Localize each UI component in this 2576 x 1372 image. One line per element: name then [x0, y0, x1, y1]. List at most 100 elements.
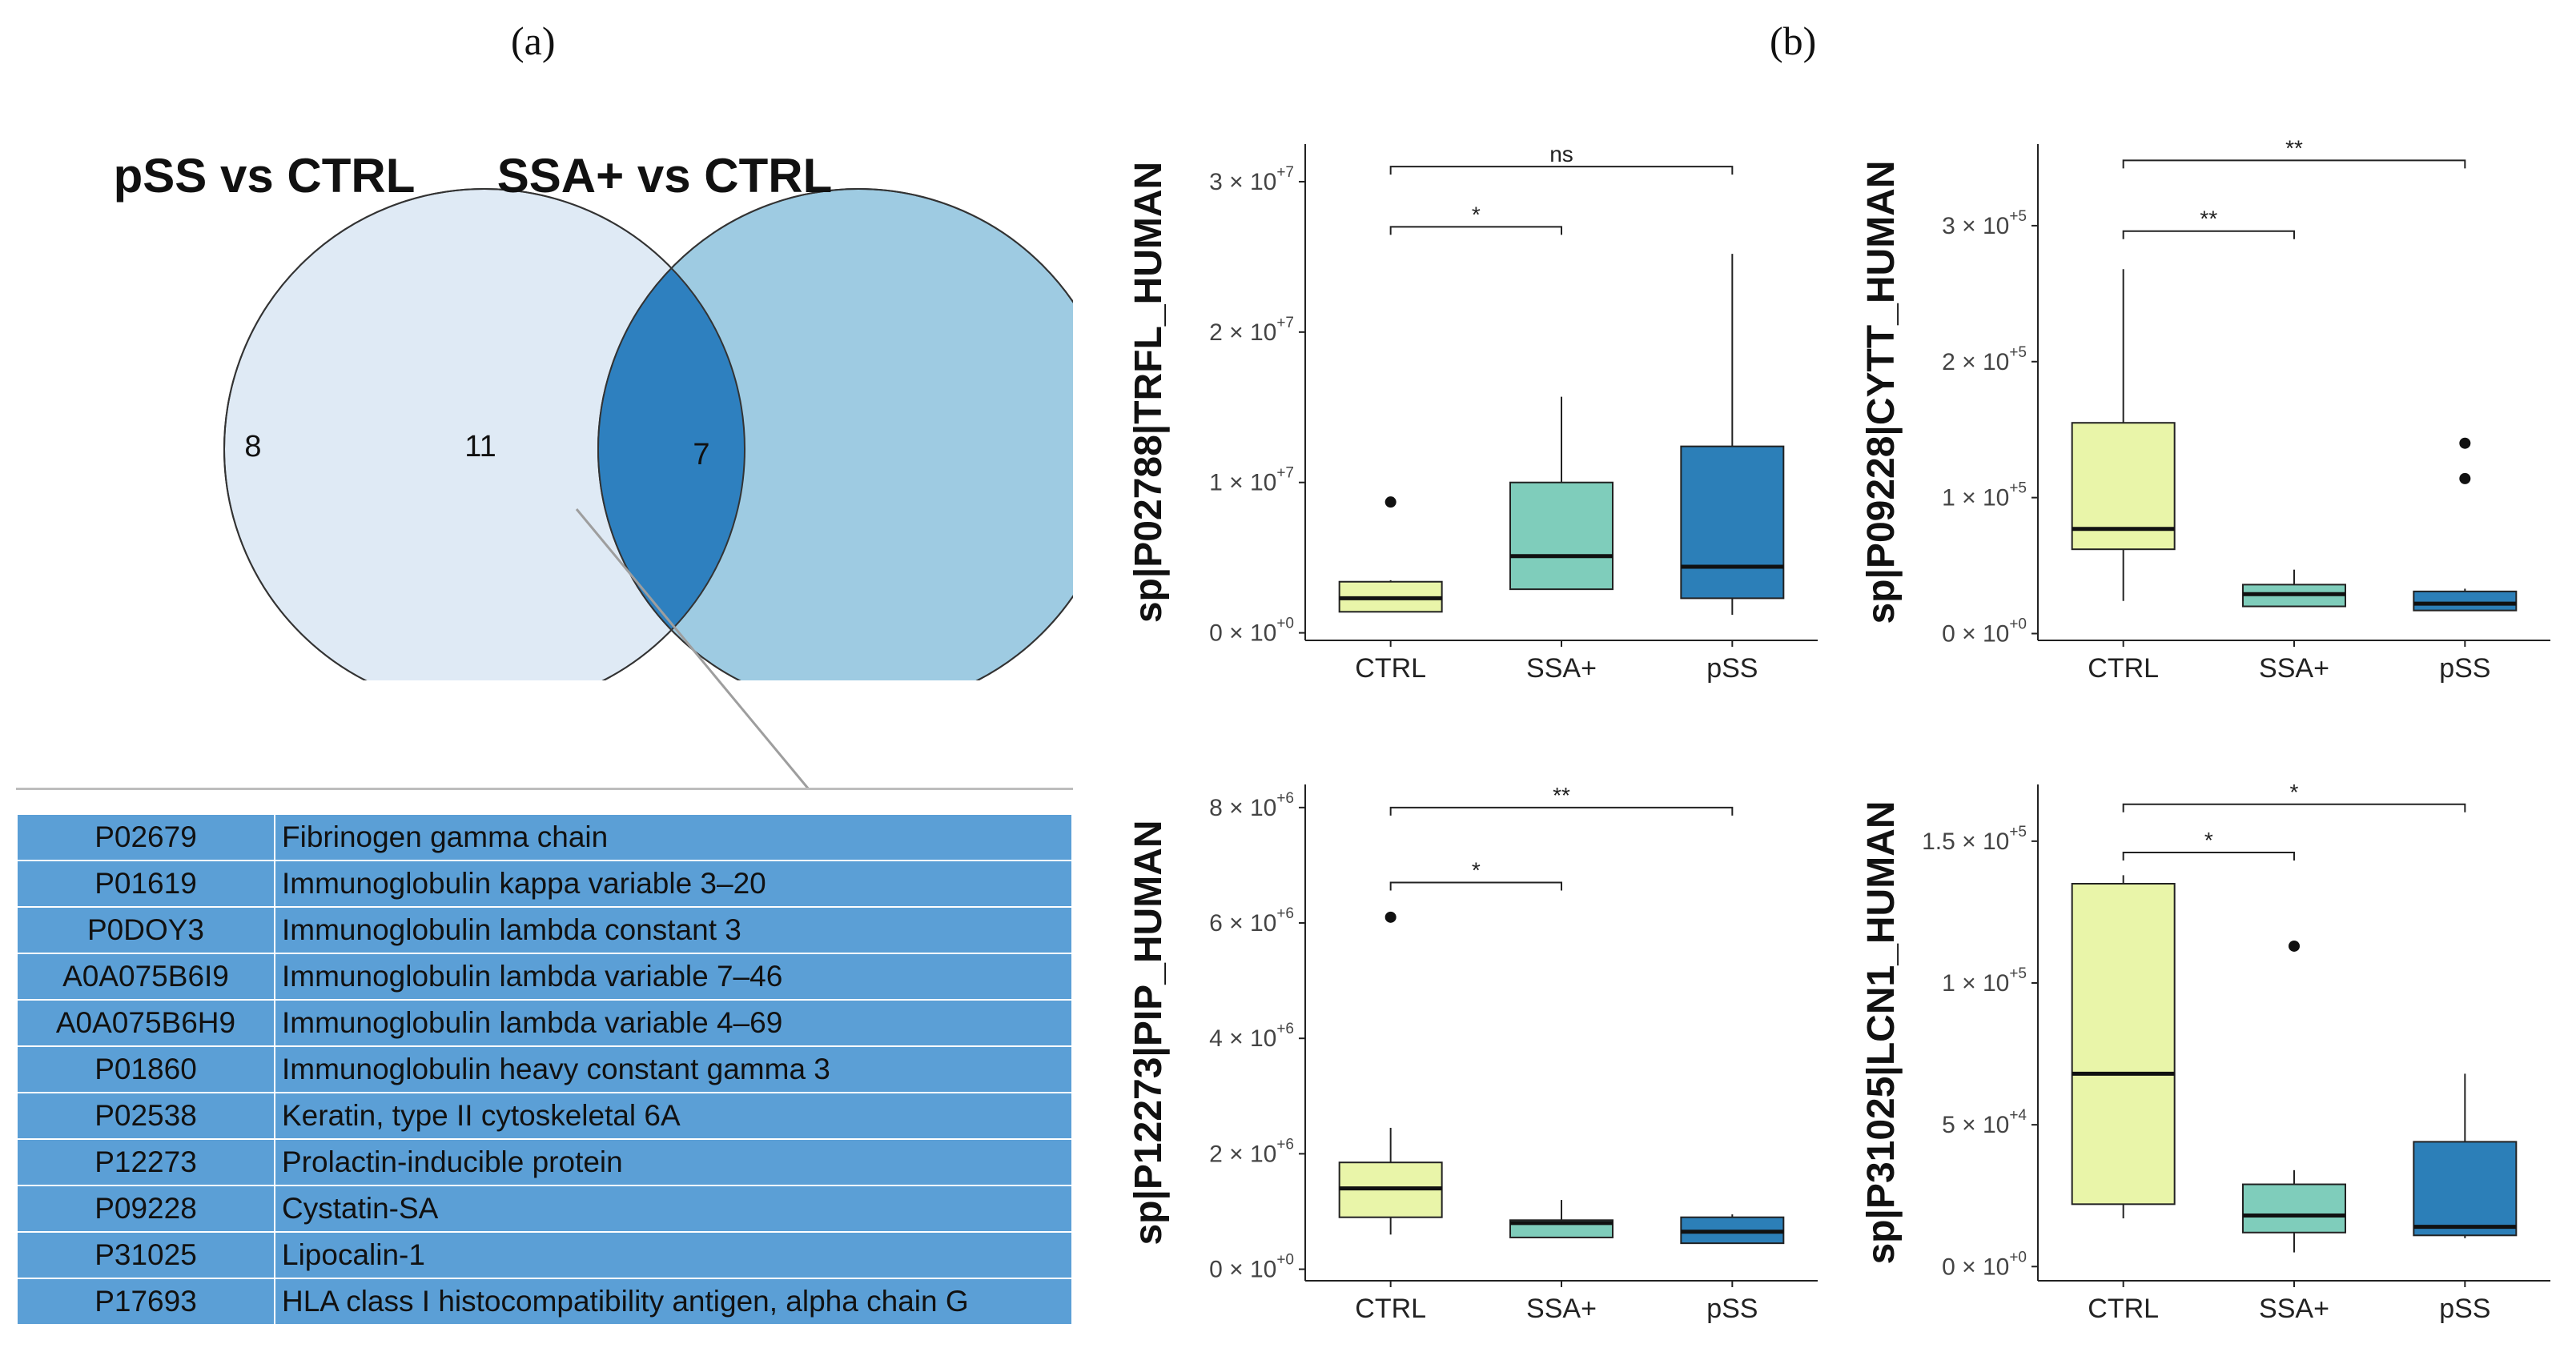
outlier-point	[1384, 496, 1397, 508]
outlier-point	[1384, 911, 1397, 923]
x-tick-label: SSA+	[2259, 653, 2329, 684]
y-tick-label: 1 × 10+7	[1209, 465, 1294, 496]
y-tick-label: 6 × 10+6	[1209, 905, 1294, 937]
x-tick-label: CTRL	[2088, 653, 2159, 684]
venn-overlap-count: 11	[464, 430, 496, 463]
table-row: P09228 Cystatin-SA	[16, 1185, 1073, 1233]
y-axis-label: sp|P31025|LCN1_HUMAN	[1860, 800, 1903, 1264]
protein-name-cell: Immunoglobulin lambda constant 3	[274, 906, 1073, 954]
x-tick-label: pSS	[2439, 653, 2490, 684]
x-tick-label: CTRL	[2088, 1294, 2159, 1324]
x-tick-label: SSA+	[2259, 1294, 2329, 1324]
y-tick-label: 3 × 10+7	[1209, 164, 1294, 195]
y-tick-label: 3 × 10+5	[1942, 208, 2027, 239]
y-tick-label: 0 × 10+0	[1209, 1252, 1294, 1283]
table-row: P17693 HLA class I histocompatibility ant…	[16, 1278, 1073, 1326]
box-pSS	[1680, 445, 1785, 600]
table-row: P02538 Keratin, type II cytoskeletal 6A	[16, 1092, 1073, 1140]
protein-name-cell: Immunoglobulin heavy constant gamma 3	[274, 1045, 1073, 1093]
boxplot-cytt: 0 × 10+0 1 × 10+5 2 × 10+5 3 × 10+5 sp|P0922…	[1860, 135, 2550, 684]
venn-right-count: 7	[693, 438, 709, 471]
box-SSA+	[1509, 481, 1614, 591]
significance-bracket	[1389, 806, 1734, 816]
box-pSS	[2413, 1141, 2518, 1237]
significance-label: ns	[1549, 142, 1573, 166]
x-tick-label: pSS	[1706, 653, 1758, 684]
y-tick-label: 4 × 10+6	[1209, 1021, 1294, 1052]
outlier-point	[2459, 437, 2471, 449]
significance-label: *	[1472, 858, 1481, 883]
accession-cell: P12273	[16, 1138, 275, 1186]
protein-name-cell: Immunoglobulin lambda variable 4–69	[274, 999, 1073, 1047]
significance-bracket	[2122, 803, 2466, 812]
y-tick-label: 8 × 10+6	[1209, 790, 1294, 821]
venn-diagram: pSS vs CTRL SSA+ vs CTRL 8 11 7	[114, 149, 1073, 680]
y-tick-label: 2 × 10+6	[1209, 1136, 1294, 1167]
outlier-point	[2289, 940, 2300, 952]
boxplot-pip: 0 × 10+0 2 × 10+6 4 × 10+6 6 × 10+6 8 × 10+6…	[1127, 783, 1818, 1324]
protein-name-cell: Keratin, type II cytoskeletal 6A	[274, 1092, 1073, 1140]
x-tick-label: SSA+	[1526, 1294, 1597, 1324]
protein-name-cell: Lipocalin-1	[274, 1231, 1073, 1279]
accession-cell: P01860	[16, 1045, 275, 1093]
significance-bracket	[1389, 881, 1562, 891]
table-row: P01619 Immunoglobulin kappa variable 3–20	[16, 860, 1073, 908]
y-tick-label: 1 × 10+5	[1942, 965, 2027, 997]
y-tick-label: 0 × 10+0	[1942, 1249, 2027, 1280]
panel-label-a: (a)	[511, 18, 556, 63]
table-row: P31025 Lipocalin-1	[16, 1231, 1073, 1279]
table-top-rule	[16, 788, 1073, 790]
significance-label: *	[2204, 828, 2213, 852]
significance-label: **	[2200, 207, 2217, 231]
significance-label: **	[1553, 783, 1570, 808]
significance-label: *	[1472, 202, 1481, 227]
y-tick-label: 2 × 10+7	[1209, 315, 1294, 346]
table-row: P12273 Prolactin-inducible protein	[16, 1138, 1073, 1186]
outlier-point	[2459, 472, 2471, 484]
y-axis-label: sp|P02788|TRFL_HUMAN	[1127, 162, 1170, 623]
x-tick-label: CTRL	[1355, 653, 1426, 684]
x-tick-label: pSS	[1706, 1294, 1758, 1324]
accession-cell: P09228	[16, 1185, 275, 1233]
y-tick-label: 2 × 10+5	[1942, 344, 2027, 375]
y-tick-label: 0 × 10+0	[1942, 616, 2027, 648]
protein-name-cell: HLA class I histocompatibility antigen, …	[274, 1278, 1073, 1326]
protein-name-cell: Immunoglobulin kappa variable 3–20	[274, 860, 1073, 908]
boxplot-lcn1: 0 × 10+0 5 × 10+4 1 × 10+5 1.5 × 10+5 sp|P31…	[1860, 780, 2550, 1324]
protein-table: P02679 Fibrinogen gamma chain P01619 Immuno…	[16, 813, 1073, 1326]
x-tick-label: SSA+	[1526, 653, 1597, 684]
protein-name-cell: Cystatin-SA	[274, 1185, 1073, 1233]
table-row: P0DOY3 Immunoglobulin lambda constant 3	[16, 906, 1073, 954]
y-axis-label: sp|P09228|CYTT_HUMAN	[1860, 160, 1903, 624]
significance-bracket	[2122, 230, 2295, 239]
significance-bracket	[1389, 166, 1734, 175]
protein-name-cell: Prolactin-inducible protein	[274, 1138, 1073, 1186]
boxplot-trfl: 0 × 10+0 1 × 10+7 2 × 10+7 3 × 10+7 sp|P0278…	[1127, 142, 1818, 684]
table-row: A0A075B6I9 Immunoglobulin lambda variable…	[16, 953, 1073, 1001]
table-row: P01860 Immunoglobulin heavy constant gamm…	[16, 1045, 1073, 1093]
table-row: P02679 Fibrinogen gamma chain	[16, 813, 1073, 861]
box-CTRL	[2071, 883, 2176, 1206]
box-SSA+	[2242, 1183, 2346, 1234]
box-pSS	[2413, 590, 2518, 612]
y-axis-label: sp|P12273|PIP_HUMAN	[1127, 820, 1170, 1245]
accession-cell: P02538	[16, 1092, 275, 1140]
accession-cell: P17693	[16, 1278, 275, 1326]
significance-bracket	[2122, 852, 2295, 861]
venn-right-title: SSA+ vs CTRL	[497, 149, 832, 203]
accession-cell: P01619	[16, 860, 275, 908]
accession-cell: A0A075B6H9	[16, 999, 275, 1047]
significance-label: *	[2290, 780, 2299, 804]
y-tick-label: 5 × 10+4	[1942, 1107, 2027, 1138]
significance-bracket	[1389, 226, 1562, 235]
venn-left-count: 8	[244, 430, 261, 463]
x-tick-label: pSS	[2439, 1294, 2490, 1324]
panel-label-b: (b)	[1770, 18, 1817, 63]
x-tick-label: CTRL	[1355, 1294, 1426, 1324]
protein-name-cell: Fibrinogen gamma chain	[274, 813, 1073, 861]
accession-cell: P02679	[16, 813, 275, 861]
significance-bracket	[2122, 159, 2466, 169]
y-tick-label: 0 × 10+0	[1209, 616, 1294, 647]
accession-cell: A0A075B6I9	[16, 953, 275, 1001]
y-tick-label: 1 × 10+5	[1942, 480, 2027, 511]
